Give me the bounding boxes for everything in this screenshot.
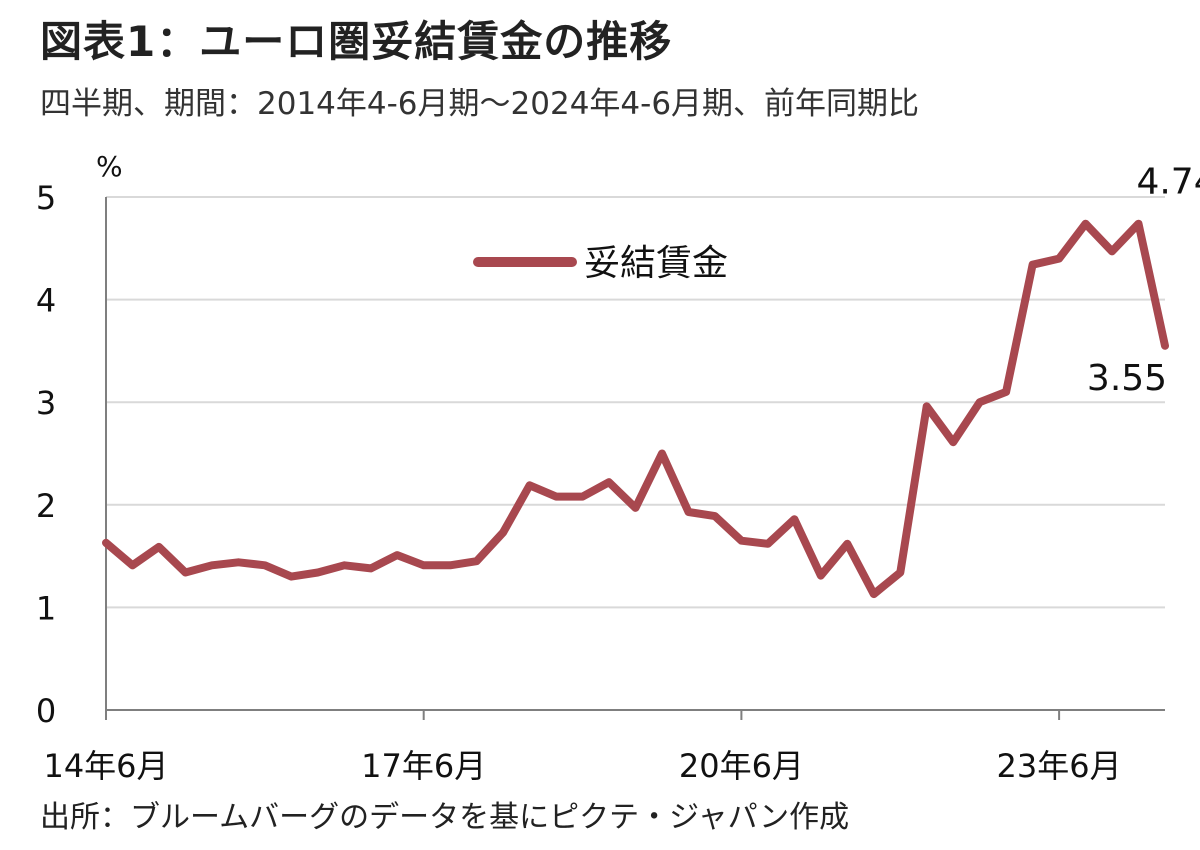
y-tick-label: 1 [36, 589, 56, 627]
y-tick-label: 3 [36, 384, 56, 422]
y-axis-unit: % [96, 150, 123, 183]
annotation-peak-value: 4.74 [1136, 162, 1200, 203]
y-tick-label: 4 [36, 282, 56, 320]
source-note: 出所：ブルームバーグのデータを基にピクテ・ジャパン作成 [40, 800, 850, 835]
x-tick-label: 14年6月 [43, 747, 168, 785]
x-tick-label: 20年6月 [679, 747, 804, 785]
series-line [102, 219, 1169, 599]
y-tick-label: 2 [36, 487, 56, 525]
y-tick-label: 5 [36, 179, 56, 217]
chart-title: 図表1：ユーロ圏妥結賃金の推移 [40, 17, 673, 66]
legend-label: 妥結賃金 [584, 243, 728, 284]
chart-subtitle: 四半期、期間：2014年4-6月期～2024年4-6月期、前年同期比 [40, 86, 920, 122]
annotation-latest-value: 3.55 [1087, 358, 1167, 399]
y-tick-label: 0 [36, 692, 56, 730]
x-tick-label: 17年6月 [361, 747, 486, 785]
x-tick-label: 23年6月 [997, 747, 1122, 785]
